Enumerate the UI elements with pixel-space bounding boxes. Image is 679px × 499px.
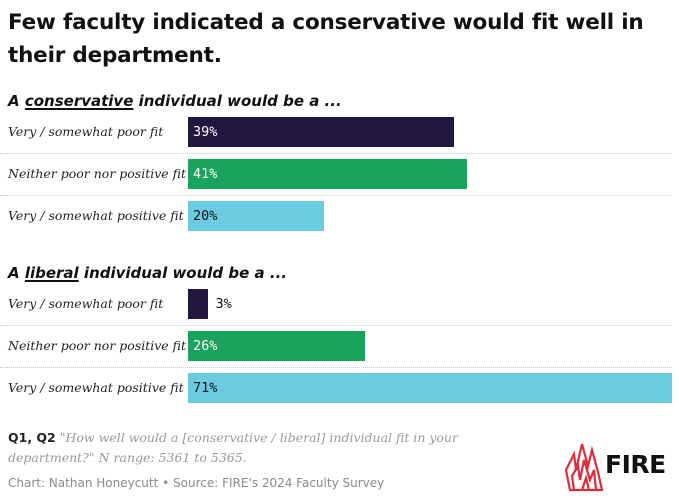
chart-credit: Chart: Nathan Honeycutt • Source: FIRE's… <box>8 476 385 490</box>
footnote-questions: Q1, Q2 <box>8 430 56 445</box>
liberal-neither-poor-nor-positive-fit-bar <box>188 331 366 361</box>
conservative-very-somewhat-positive-fit-label: Very / somewhat positive fit <box>8 208 184 223</box>
conservative-very-somewhat-poor-fit-bar <box>188 117 454 147</box>
liberal-section-heading: A liberal individual would be a ... <box>8 264 287 282</box>
conservative-very-somewhat-positive-fit-value-label: 20% <box>193 208 218 224</box>
liberal-emphasis: liberal <box>24 264 79 282</box>
conservative-section-heading: A conservative individual would be a ... <box>8 92 342 110</box>
liberal-very-somewhat-poor-fit-label: Very / somewhat poor fit <box>8 296 164 311</box>
row-divider <box>0 325 672 326</box>
fire-flame-logo-icon <box>564 443 604 492</box>
liberal-very-somewhat-positive-fit-label: Very / somewhat positive fit <box>8 380 184 395</box>
fire-logo-text: FIRE <box>605 450 666 479</box>
liberal-very-somewhat-poor-fit-bar <box>188 289 209 319</box>
footnote: Q1, Q2 "How well would a [conservative / … <box>8 428 548 468</box>
conservative-neither-poor-nor-positive-fit-value-label: 41% <box>193 166 218 182</box>
footnote-text: "How well would a [conservative / libera… <box>8 430 458 465</box>
liberal-neither-poor-nor-positive-fit-label: Neither poor nor positive fit <box>8 338 187 353</box>
conservative-very-somewhat-positive-fit-bar <box>188 201 325 231</box>
row-divider <box>0 195 672 196</box>
chart-title: Few faculty indicated a conservative wou… <box>8 10 644 68</box>
row-divider <box>0 153 672 154</box>
liberal-neither-poor-nor-positive-fit-value-label: 26% <box>193 338 218 354</box>
conservative-neither-poor-nor-positive-fit-label: Neither poor nor positive fit <box>8 166 187 181</box>
conservative-very-somewhat-poor-fit-value-label: 39% <box>193 124 218 140</box>
liberal-very-somewhat-poor-fit-value-label: 3% <box>215 296 232 312</box>
row-divider <box>0 367 672 368</box>
conservative-emphasis: conservative <box>24 92 134 110</box>
liberal-very-somewhat-positive-fit-bar <box>188 373 672 403</box>
liberal-very-somewhat-positive-fit-value-label: 71% <box>193 380 218 396</box>
conservative-very-somewhat-poor-fit-label: Very / somewhat poor fit <box>8 124 164 139</box>
conservative-neither-poor-nor-positive-fit-bar <box>188 159 468 189</box>
